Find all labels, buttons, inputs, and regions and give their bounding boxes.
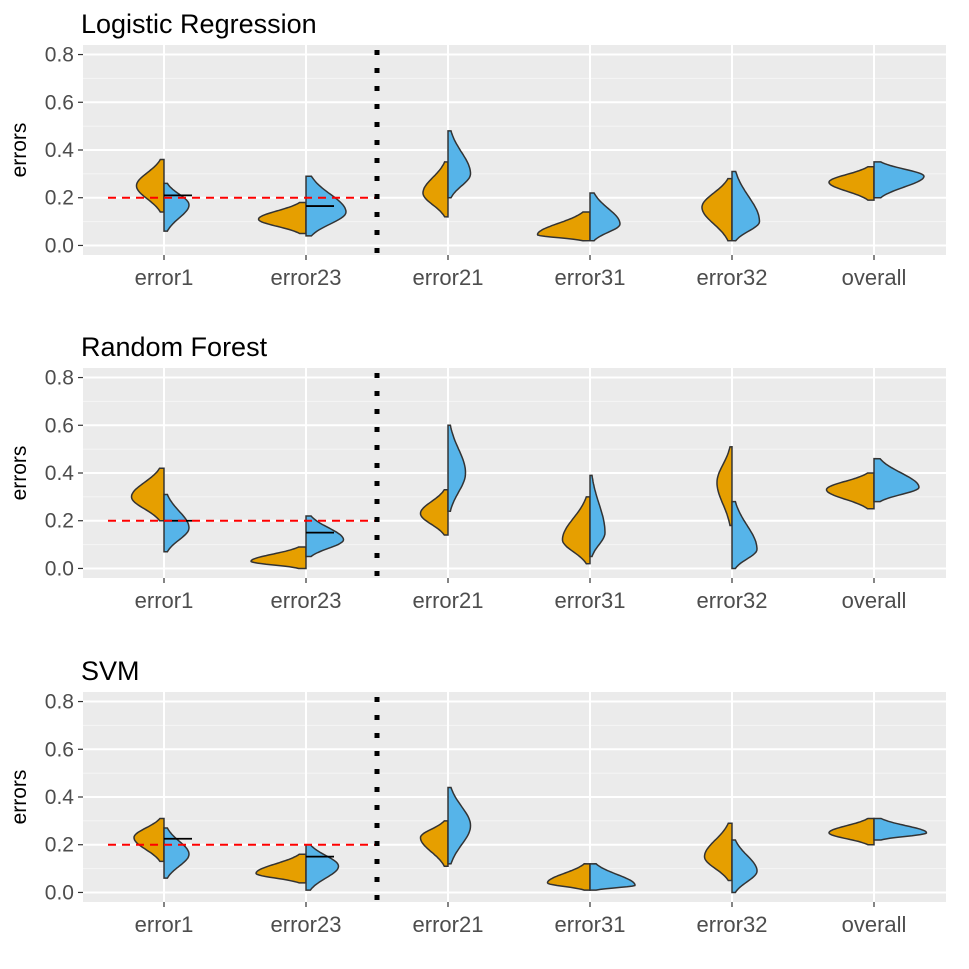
violin-left-error1 [135,158,165,213]
x-tick-label: error23 [271,588,342,613]
y-tick-label: 0.4 [45,139,75,162]
y-axis-title: errors [8,446,31,501]
violin-right-overall [873,161,925,199]
violin-left-error32 [716,445,733,527]
panel-0: Logistic Regression 0.0 0.2 0.4 0.6 0.8 error1… [8,9,946,290]
x-tick-label: error23 [271,912,342,937]
x-tick-label: error31 [555,588,626,613]
violin-left-error1 [133,817,165,863]
panel-title: Random Forest [81,332,268,362]
violin-left-error31 [546,863,591,891]
violin-right-error1 [163,493,190,553]
violin-right-error31 [589,192,621,242]
panel-title: Logistic Regression [81,9,317,39]
x-tick-label: error32 [697,265,768,290]
y-tick-label: 0.0 [45,557,74,580]
violin-right-error1 [163,827,190,879]
x-tick-label: error21 [413,588,484,613]
x-tick-label: overall [842,588,907,613]
violin-right-error21 [447,424,467,512]
x-tick-label: error32 [697,912,768,937]
violin-right-error31 [589,863,636,891]
violin-right-error21 [447,786,472,865]
x-tick-label: error1 [135,588,194,613]
violin-left-overall [828,165,875,201]
y-tick-label: 0.6 [45,738,74,761]
y-tick-label: 0.8 [45,691,74,714]
violin-left-error21 [419,488,449,536]
x-tick-label: error31 [555,912,626,937]
y-tick-label: 0.4 [45,786,75,809]
violin-right-error31 [589,474,606,558]
x-tick-label: overall [842,265,907,290]
y-tick-label: 0.6 [45,414,74,437]
violin-right-error23 [305,515,345,558]
violin-right-error21 [447,130,472,199]
y-tick-label: 0.2 [45,834,74,857]
x-tick-label: error31 [555,265,626,290]
violin-left-overall [828,817,875,846]
violin-left-error32 [701,177,733,242]
violin-right-overall [873,817,928,841]
y-tick-label: 0.8 [45,367,74,390]
x-tick-label: error1 [135,265,194,290]
x-tick-label: overall [842,912,907,937]
violin-right-error32 [731,170,761,242]
violin-left-error31 [561,496,591,565]
x-tick-label: error1 [135,912,194,937]
y-axis-title: errors [8,123,31,178]
y-tick-label: 0.4 [45,462,75,485]
violin-left-error23 [255,853,307,884]
violin-left-error21 [422,161,449,218]
violin-left-error23 [250,546,307,570]
y-tick-label: 0.8 [45,44,74,67]
panel-title: SVM [81,656,140,686]
violin-left-error23 [257,201,307,235]
violin-left-error21 [419,820,449,867]
violin-left-overall [825,472,875,510]
y-tick-label: 0.2 [45,187,74,210]
y-tick-label: 0.0 [45,234,74,257]
panel-2: SVM 0.0 0.2 0.4 0.6 0.8 error1 error23 error21 er… [8,656,946,937]
violin-right-error32 [731,500,758,570]
x-tick-label: error21 [413,912,484,937]
panel-1: Random Forest 0.0 0.2 0.4 0.6 0.8 error1 error2… [8,332,946,613]
y-tick-label: 0.6 [45,91,74,114]
violin-left-error1 [130,467,165,522]
y-tick-label: 0.2 [45,510,74,533]
violin-left-error31 [536,211,591,242]
x-tick-label: error32 [697,588,768,613]
violin-right-overall [873,457,920,503]
violin-right-error32 [731,839,758,894]
y-tick-label: 0.0 [45,881,74,904]
x-tick-label: error21 [413,265,484,290]
y-axis-title: errors [8,770,31,825]
violin-left-error32 [703,822,733,882]
x-tick-label: error23 [271,265,342,290]
